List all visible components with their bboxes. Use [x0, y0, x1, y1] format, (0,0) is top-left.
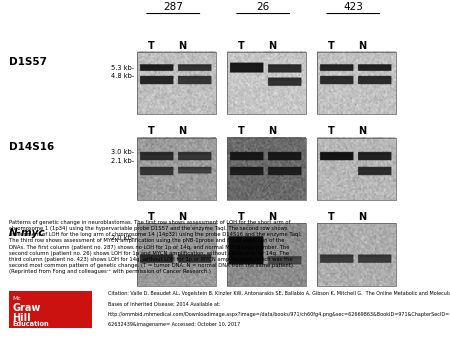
- Bar: [227, 223, 306, 286]
- Bar: [317, 52, 396, 114]
- Text: Patterns of genetic change in neuroblastomas. The first row shows assessment of : Patterns of genetic change in neuroblast…: [9, 220, 302, 274]
- Text: Mc: Mc: [13, 296, 22, 301]
- Text: 62632439&imagename= Accessed: October 10, 2017: 62632439&imagename= Accessed: October 10…: [108, 322, 240, 327]
- Bar: [137, 223, 216, 286]
- Text: 5.3 kb-: 5.3 kb-: [111, 65, 134, 71]
- Bar: [227, 52, 306, 114]
- Bar: [9, 291, 92, 328]
- Text: T: T: [238, 126, 244, 136]
- Text: N: N: [178, 41, 186, 51]
- Text: T: T: [238, 212, 244, 222]
- Text: D1S57: D1S57: [9, 56, 47, 67]
- Text: N-myc: N-myc: [9, 227, 45, 238]
- Bar: [227, 138, 306, 200]
- Text: N: N: [358, 126, 366, 136]
- Text: N: N: [268, 41, 276, 51]
- Text: 423: 423: [343, 2, 363, 12]
- Text: 4.8 kb-: 4.8 kb-: [111, 73, 134, 79]
- Text: D14S16: D14S16: [9, 142, 54, 152]
- Text: N: N: [358, 41, 366, 51]
- Text: T: T: [148, 126, 154, 136]
- Text: T: T: [238, 41, 244, 51]
- Text: N: N: [178, 212, 186, 222]
- Bar: [317, 138, 396, 200]
- Text: N: N: [268, 126, 276, 136]
- Text: 3.0 kb-: 3.0 kb-: [111, 149, 134, 155]
- Text: N: N: [268, 212, 276, 222]
- Text: 2.1 kb-: 2.1 kb-: [111, 158, 134, 164]
- Bar: [137, 52, 216, 114]
- Text: T: T: [148, 212, 154, 222]
- Text: T: T: [328, 41, 334, 51]
- Text: T: T: [328, 212, 334, 222]
- Text: Graw: Graw: [13, 303, 41, 313]
- Text: T: T: [328, 126, 334, 136]
- Bar: [317, 223, 396, 286]
- Text: http://ommbid.mhmedical.com/Downloadimage.aspx?image=/data/books/971/ch60fg4.png: http://ommbid.mhmedical.com/Downloadimag…: [108, 312, 450, 317]
- Text: T: T: [148, 41, 154, 51]
- Text: Hill: Hill: [13, 313, 31, 323]
- Text: 287: 287: [163, 2, 183, 12]
- Text: N: N: [358, 212, 366, 222]
- Text: Bases of Inherited Disease; 2014 Available at:: Bases of Inherited Disease; 2014 Availab…: [108, 301, 220, 307]
- Text: Citation: Valle D, Beaudet AL, Vogelstein B, Kinzler KW, Antonarakis SE, Ballabi: Citation: Valle D, Beaudet AL, Vogelstei…: [108, 291, 450, 296]
- Bar: [137, 138, 216, 200]
- Text: N: N: [178, 126, 186, 136]
- Text: Education: Education: [13, 321, 49, 327]
- Text: 26: 26: [256, 2, 270, 12]
- Text: 2.0 kb-: 2.0 kb-: [111, 235, 134, 241]
